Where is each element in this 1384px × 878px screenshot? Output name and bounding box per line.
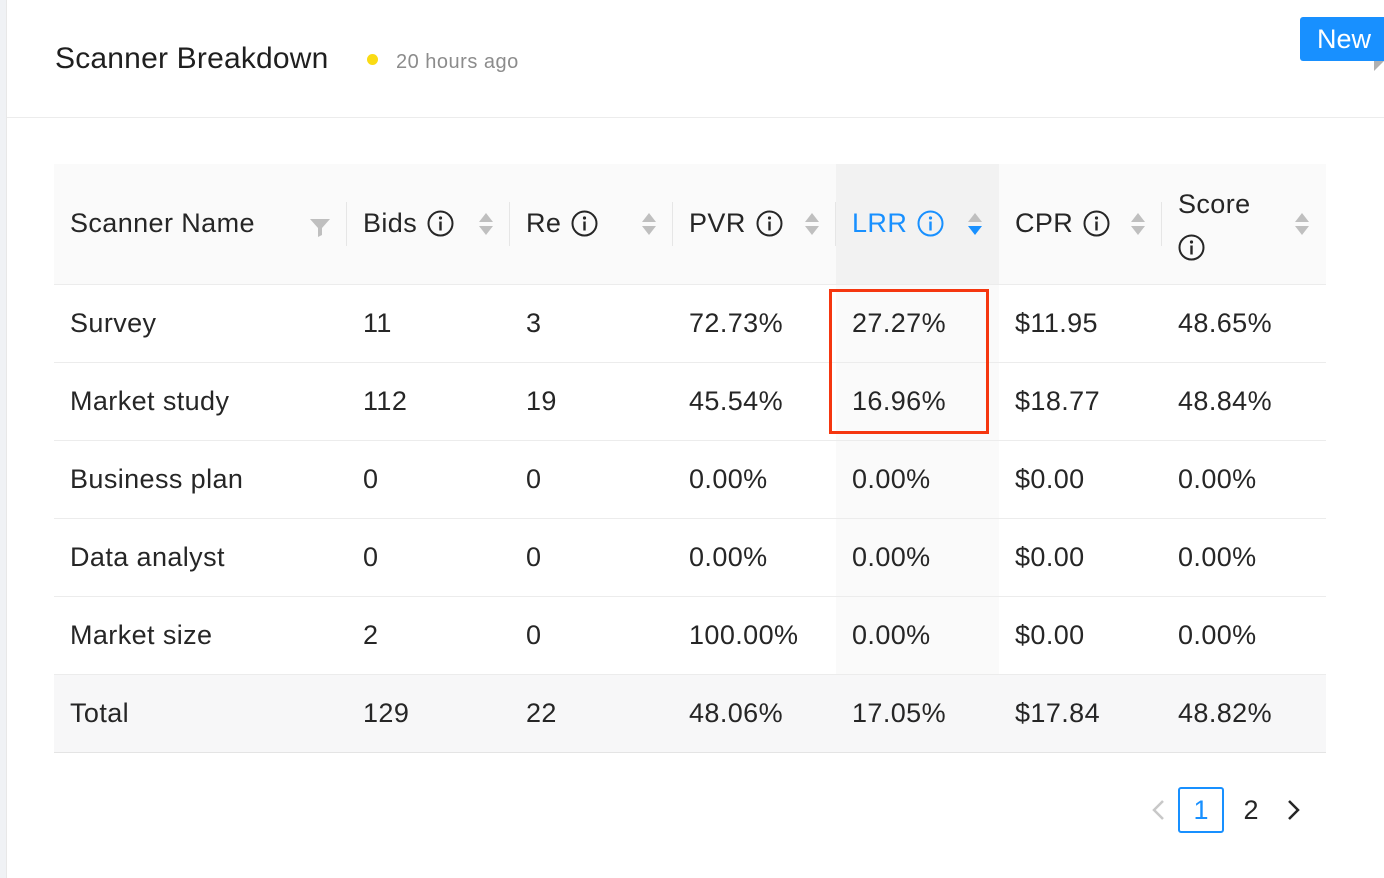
column-divider xyxy=(835,202,836,246)
cell-re: 0 xyxy=(510,440,673,519)
cell-score: 0.00% xyxy=(1162,596,1326,675)
pagination: 1 2 xyxy=(1140,786,1312,834)
column-label: Bids xyxy=(363,208,418,239)
cell-pvr: 100.00% xyxy=(673,596,836,675)
cell-pvr: 0.00% xyxy=(673,440,836,519)
cell-lrr: 16.96% xyxy=(836,362,999,441)
cell-lrr: 0.00% xyxy=(836,596,999,675)
info-icon[interactable] xyxy=(917,210,944,237)
cell-lrr: 0.00% xyxy=(836,518,999,597)
cell-scanner-name: Data analyst xyxy=(54,518,347,597)
cell-score: 0.00% xyxy=(1162,440,1326,519)
column-header-lrr[interactable]: LRR xyxy=(836,164,999,285)
column-label: Re xyxy=(526,208,562,239)
cell-scanner-name: Business plan xyxy=(54,440,347,519)
cell-pvr: 45.54% xyxy=(673,362,836,441)
new-badge[interactable]: New xyxy=(1300,17,1384,61)
table-row: Survey 11 3 72.73% 27.27% $11.95 48.65% xyxy=(54,284,1326,363)
status-dot-icon xyxy=(367,54,378,65)
table-header-row: Scanner Name Bids xyxy=(54,164,1326,285)
column-header-bids[interactable]: Bids xyxy=(347,164,510,285)
cell-re: 3 xyxy=(510,284,673,363)
next-page-button[interactable] xyxy=(1276,786,1312,834)
sort-caret-icon[interactable] xyxy=(1130,211,1146,237)
filter-icon[interactable] xyxy=(309,214,331,237)
column-divider xyxy=(1161,202,1162,246)
column-divider xyxy=(672,202,673,246)
info-icon-wrapper xyxy=(1178,224,1310,264)
table-row: Market size 2 0 100.00% 0.00% $0.00 0.00… xyxy=(54,596,1326,675)
column-header-pvr[interactable]: PVR xyxy=(673,164,836,285)
cell-total-bids: 129 xyxy=(347,674,510,753)
cell-scanner-name: Market size xyxy=(54,596,347,675)
info-icon[interactable] xyxy=(427,210,454,237)
info-icon[interactable] xyxy=(1178,232,1205,261)
cell-cpr: $0.00 xyxy=(999,518,1162,597)
sort-caret-icon[interactable] xyxy=(641,211,657,237)
sort-caret-descending-icon[interactable] xyxy=(967,211,983,237)
cell-total-label: Total xyxy=(54,674,347,753)
cell-scanner-name: Market study xyxy=(54,362,347,441)
last-updated-text: 20 hours ago xyxy=(396,51,519,73)
column-divider xyxy=(509,202,510,246)
cell-re: 19 xyxy=(510,362,673,441)
cell-cpr: $0.00 xyxy=(999,596,1162,675)
column-label: CPR xyxy=(1015,208,1074,239)
cell-total-pvr: 48.06% xyxy=(673,674,836,753)
cell-bids: 11 xyxy=(347,284,510,363)
cell-cpr: $11.95 xyxy=(999,284,1162,363)
sort-caret-icon[interactable] xyxy=(478,211,494,237)
cell-cpr: $0.00 xyxy=(999,440,1162,519)
column-label: Score xyxy=(1178,188,1251,219)
table-row: Business plan 0 0 0.00% 0.00% $0.00 0.00… xyxy=(54,440,1326,519)
scanner-table: Scanner Name Bids xyxy=(54,164,1326,753)
column-label: LRR xyxy=(852,208,908,239)
cell-cpr: $18.77 xyxy=(999,362,1162,441)
column-divider xyxy=(346,202,347,246)
prev-page-button[interactable] xyxy=(1140,786,1176,834)
cell-total-re: 22 xyxy=(510,674,673,753)
cell-pvr: 72.73% xyxy=(673,284,836,363)
info-icon[interactable] xyxy=(756,210,783,237)
cell-score: 48.84% xyxy=(1162,362,1326,441)
page-2-button[interactable]: 2 xyxy=(1243,795,1259,825)
cell-total-score: 48.82% xyxy=(1162,674,1326,753)
cell-lrr: 27.27% xyxy=(836,284,999,363)
card-header: Scanner Breakdown 20 hours ago xyxy=(7,0,1384,118)
badge-fold-decoration xyxy=(1374,61,1384,71)
column-header-scanner-name[interactable]: Scanner Name xyxy=(54,164,347,285)
cell-pvr: 0.00% xyxy=(673,518,836,597)
table-row: Data analyst 0 0 0.00% 0.00% $0.00 0.00% xyxy=(54,518,1326,597)
cell-score: 48.65% xyxy=(1162,284,1326,363)
total-row: Total 129 22 48.06% 17.05% $17.84 48.82% xyxy=(54,674,1326,753)
column-label: Scanner Name xyxy=(70,208,255,239)
cell-bids: 0 xyxy=(347,440,510,519)
column-header-cpr[interactable]: CPR xyxy=(999,164,1162,285)
cell-re: 0 xyxy=(510,596,673,675)
cell-bids: 112 xyxy=(347,362,510,441)
cell-total-lrr: 17.05% xyxy=(836,674,999,753)
info-icon[interactable] xyxy=(1083,210,1110,237)
cell-total-cpr: $17.84 xyxy=(999,674,1162,753)
cell-score: 0.00% xyxy=(1162,518,1326,597)
page-1-button[interactable]: 1 xyxy=(1178,787,1224,833)
sort-caret-icon[interactable] xyxy=(1294,211,1310,237)
table-row: Market study 112 19 45.54% 16.96% $18.77… xyxy=(54,362,1326,441)
column-header-re[interactable]: Re xyxy=(510,164,673,285)
info-icon[interactable] xyxy=(571,210,598,237)
column-header-score[interactable]: Score xyxy=(1162,164,1326,285)
column-label: PVR xyxy=(689,208,746,239)
cell-scanner-name: Survey xyxy=(54,284,347,363)
cell-bids: 0 xyxy=(347,518,510,597)
cell-lrr: 0.00% xyxy=(836,440,999,519)
cell-re: 0 xyxy=(510,518,673,597)
cell-bids: 2 xyxy=(347,596,510,675)
card-title: Scanner Breakdown xyxy=(55,42,329,75)
sort-caret-icon[interactable] xyxy=(804,211,820,237)
